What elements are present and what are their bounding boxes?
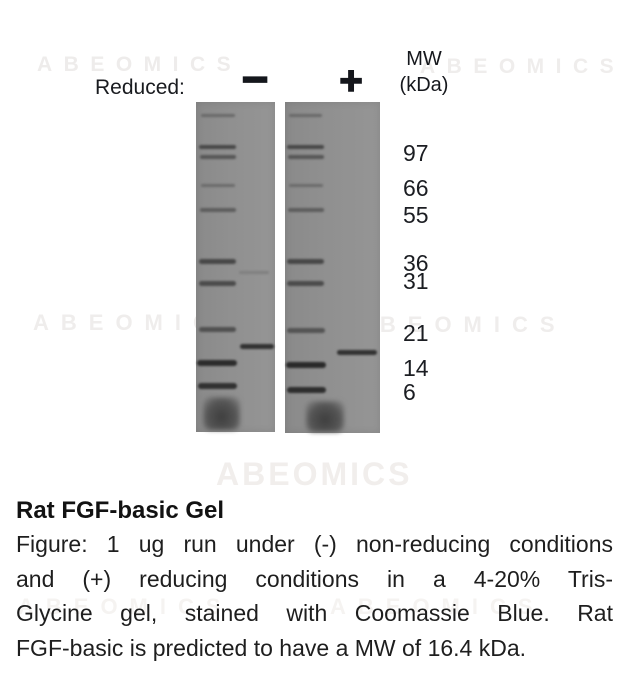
reduced-label: Reduced: bbox=[95, 76, 185, 99]
ladder-band bbox=[199, 259, 236, 264]
ladder-band bbox=[289, 184, 323, 187]
ladder-band bbox=[287, 281, 324, 286]
mw-marker-31: 31 bbox=[403, 268, 429, 294]
ladder-band bbox=[288, 155, 324, 159]
mw-marker-36: 36 bbox=[403, 250, 429, 276]
ladder-band bbox=[287, 259, 324, 264]
abeomics-watermark: ABEOMICS bbox=[18, 594, 233, 619]
ladder-band bbox=[201, 114, 235, 117]
ladder-band bbox=[287, 328, 325, 333]
mw-label: MW bbox=[406, 48, 442, 70]
caption-line-3: Glycine gel, stained with Coomassie Blue… bbox=[16, 600, 613, 626]
abeomics-watermark: ABEOMICS bbox=[352, 312, 567, 337]
sample-band bbox=[337, 350, 377, 355]
ladder-band bbox=[287, 145, 324, 149]
ladder-band bbox=[200, 155, 236, 159]
sample-band-faint bbox=[239, 271, 269, 274]
ladder-band bbox=[197, 360, 237, 366]
mw-marker-66: 66 bbox=[403, 175, 429, 201]
dye-front-smear bbox=[306, 401, 344, 432]
ladder-band bbox=[199, 281, 236, 286]
gel-panel-reduced bbox=[285, 102, 380, 433]
ladder-band bbox=[201, 184, 235, 187]
mw-marker-6: 6 bbox=[403, 379, 416, 405]
mw-header: MW (kDa) bbox=[392, 46, 456, 98]
non-reduced-minus-symbol: − bbox=[241, 53, 269, 105]
figure-caption: Rat FGF-basic Gel Figure: 1 ug run under… bbox=[16, 494, 613, 665]
sample-band bbox=[240, 344, 274, 349]
dye-front-smear bbox=[203, 397, 240, 430]
abeomics-watermark: ABEOMICS bbox=[216, 456, 413, 492]
ladder-band bbox=[198, 383, 237, 389]
ladder-band bbox=[199, 327, 236, 332]
ladder-band bbox=[287, 387, 326, 393]
figure-title: Rat FGF-basic Gel bbox=[16, 497, 225, 524]
ladder-band bbox=[286, 362, 326, 368]
abeomics-watermark: ABEOMICS bbox=[330, 594, 545, 619]
ladder-band bbox=[288, 208, 324, 212]
mw-marker-14: 14 bbox=[403, 355, 429, 381]
ladder-band bbox=[289, 114, 322, 117]
mw-unit-label: (kDa) bbox=[399, 74, 449, 96]
ladder-band bbox=[200, 208, 236, 212]
mw-marker-21: 21 bbox=[403, 320, 429, 346]
mw-marker-55: 55 bbox=[403, 202, 429, 228]
abeomics-watermark: ABEOMICS bbox=[420, 55, 626, 78]
abeomics-watermark: ABEOMICS bbox=[37, 53, 243, 76]
reduced-plus-symbol: + bbox=[339, 58, 364, 104]
caption-line-1: Figure: 1 ug run under (-) non-reducing … bbox=[16, 531, 613, 557]
caption-line-2: and (+) reducing conditions in a 4-20% T… bbox=[16, 565, 613, 592]
mw-marker-97: 97 bbox=[403, 140, 429, 166]
caption-line-4: FGF-basic is predicted to have a MW of 1… bbox=[16, 634, 527, 661]
ladder-band bbox=[199, 145, 236, 149]
